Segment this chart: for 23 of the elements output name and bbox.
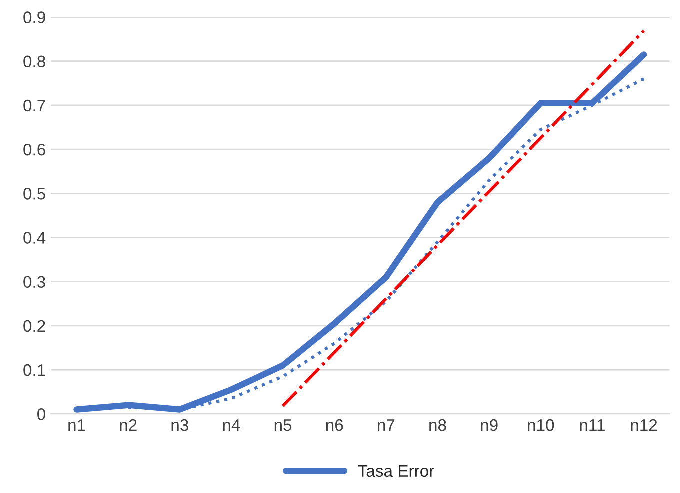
x-tick-label: n2 — [120, 419, 137, 432]
y-tick-label: 0.3 — [24, 276, 46, 288]
y-tick-label: 0.5 — [24, 188, 46, 200]
x-tick-label: n10 — [528, 419, 554, 432]
y-tick-label: 0.4 — [24, 232, 46, 244]
y-tick-label: 0.8 — [24, 56, 46, 68]
x-tick-label: n9 — [481, 419, 498, 432]
y-tick-label: 0.1 — [24, 364, 46, 376]
x-tick-label: n4 — [223, 420, 240, 432]
legend-label: Tasa Error — [358, 465, 434, 478]
y-tick-label: 0 — [38, 408, 46, 420]
x-tick-label: n6 — [326, 419, 344, 432]
x-tick-label: n11 — [580, 420, 605, 432]
x-tick-label: n12 — [631, 419, 658, 432]
x-tick-label: n8 — [430, 419, 446, 432]
y-tick-label: 0.9 — [24, 12, 46, 24]
x-tick-label: n5 — [274, 420, 292, 432]
x-tick-label: n1 — [68, 420, 86, 432]
x-tick-label: n3 — [172, 419, 188, 432]
y-tick-label: 0.2 — [24, 320, 46, 332]
x-tick-label: n7 — [378, 420, 395, 432]
y-tick-label: 0.7 — [24, 100, 46, 112]
y-tick-label: 0.6 — [24, 144, 46, 156]
